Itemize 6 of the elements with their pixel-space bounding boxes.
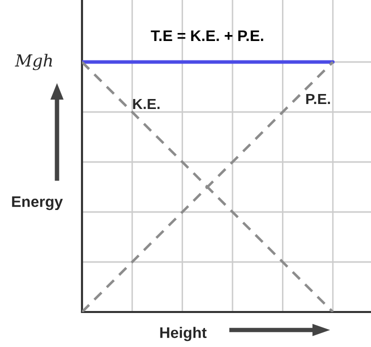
text: Mgh — [14, 54, 52, 70]
series-label: P.E. — [306, 94, 330, 104]
series-label: K.E. — [133, 98, 160, 109]
x-axis-title: Height — [160, 326, 207, 342]
y-axis-title: Energy — [12, 196, 63, 210]
series-label: T.E = K.E. + P.E. — [150, 30, 264, 41]
